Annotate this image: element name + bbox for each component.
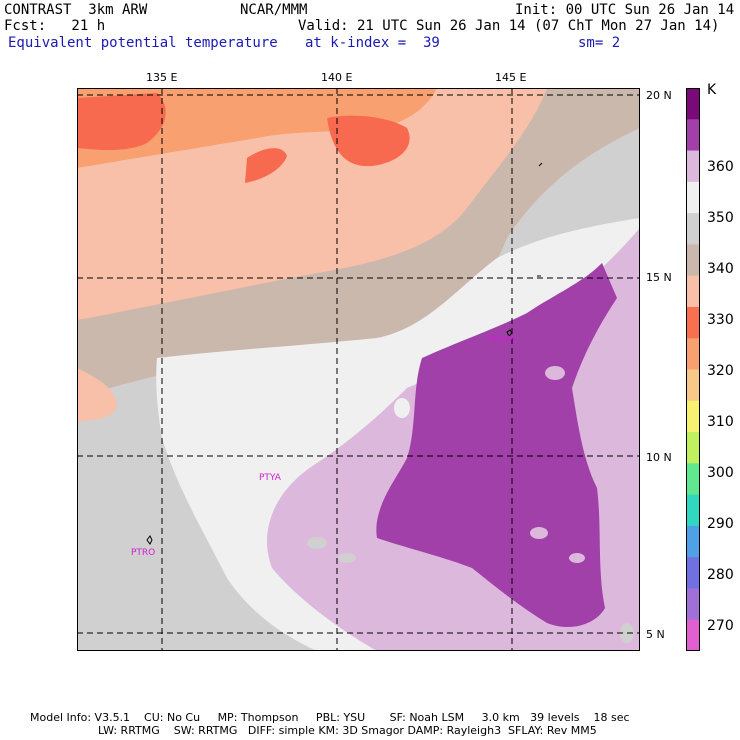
field-335-band (77, 88, 437, 168)
colorbar-label-300: 300 (707, 465, 734, 481)
colorbar-swatch (686, 369, 700, 402)
lon-label-145: 145 E (495, 71, 527, 84)
colorbar-swatch (686, 588, 700, 621)
field-gray-patch (338, 553, 356, 563)
colorbar-unit: K (707, 82, 717, 98)
colorbar-swatch (686, 213, 700, 245)
lon-label-135: 135 E (146, 71, 178, 84)
lat-label-20: 20 N (646, 89, 672, 102)
forecast-hour: Fcst: 21 h (4, 18, 106, 34)
colorbar-swatch (686, 432, 700, 464)
field-name: Equivalent potential temperature (8, 35, 278, 51)
colorbar-label-280: 280 (707, 567, 734, 583)
colorbar-swatch (686, 619, 700, 651)
guam-island (506, 329, 513, 337)
palau-island (146, 535, 153, 545)
island-north (538, 162, 543, 167)
field-340-patch (77, 368, 117, 423)
colorbar-label-330: 330 (707, 312, 734, 328)
colorbar-swatch (686, 181, 700, 214)
station-ptya: PTYA (259, 473, 282, 483)
model-name: CONTRAST 3km ARW (4, 2, 148, 18)
colorbar-swatch (686, 525, 700, 558)
colorbar-swatch (686, 88, 700, 120)
colorbar-label-270: 270 (707, 618, 734, 634)
colorbar-swatch (686, 119, 700, 152)
colorbar-swatch (686, 494, 700, 527)
colorbar-swatch (686, 557, 700, 589)
field-330-core-small (245, 148, 287, 183)
model-info-line1: Model Info: V3.5.1 CU: No Cu MP: Thompso… (30, 711, 630, 724)
colorbar-swatch (686, 400, 700, 433)
organization: NCAR/MMM (240, 2, 308, 18)
field-330-core-west (77, 93, 166, 151)
lat-label-10: 10 N (646, 451, 672, 464)
colorbar-swatch (686, 306, 700, 339)
colorbar-label-310: 310 (707, 414, 734, 430)
lat-label-15: 15 N (646, 271, 672, 284)
colorbar-label-350: 350 (707, 210, 734, 226)
level-label: at k-index = 39 (305, 35, 440, 51)
lon-label-140: 140 E (321, 71, 353, 84)
field-hole (545, 366, 565, 380)
colorbar-swatch (686, 463, 700, 496)
colorbar-swatch (686, 150, 700, 183)
field-hole (394, 398, 410, 418)
colorbar-swatch (686, 338, 700, 370)
field-330-core-center (327, 115, 410, 167)
field-365-core (376, 263, 617, 628)
colorbar-label-360: 360 (707, 159, 734, 175)
field-hole (530, 527, 548, 539)
station-ptro: PTRO (131, 548, 155, 558)
map-frame (77, 88, 640, 651)
init-time: Init: 00 UTC Sun 26 Jan 14 (515, 2, 735, 18)
colorbar-frame (686, 88, 700, 651)
colorbar-label-320: 320 (707, 363, 734, 379)
field-hole (569, 553, 585, 563)
valid-time: Valid: 21 UTC Sun 26 Jan 14 (07 ChT Mon … (298, 18, 720, 34)
colorbar-swatch (686, 244, 700, 277)
station-pgum: PGUM (488, 335, 515, 345)
colorbar-label-290: 290 (707, 516, 734, 532)
theta-e-map: PGUM PTYA PTRO (77, 88, 640, 651)
lat-label-5: 5 N (646, 628, 665, 641)
colorbar-swatch (686, 275, 700, 308)
colorbar (686, 88, 700, 651)
smoothing-label: sm= 2 (578, 35, 621, 51)
model-info-line2: LW: RRTMG SW: RRTMG DIFF: simple KM: 3D … (98, 724, 597, 737)
colorbar-label-340: 340 (707, 261, 734, 277)
field-gray-patch (307, 537, 327, 549)
